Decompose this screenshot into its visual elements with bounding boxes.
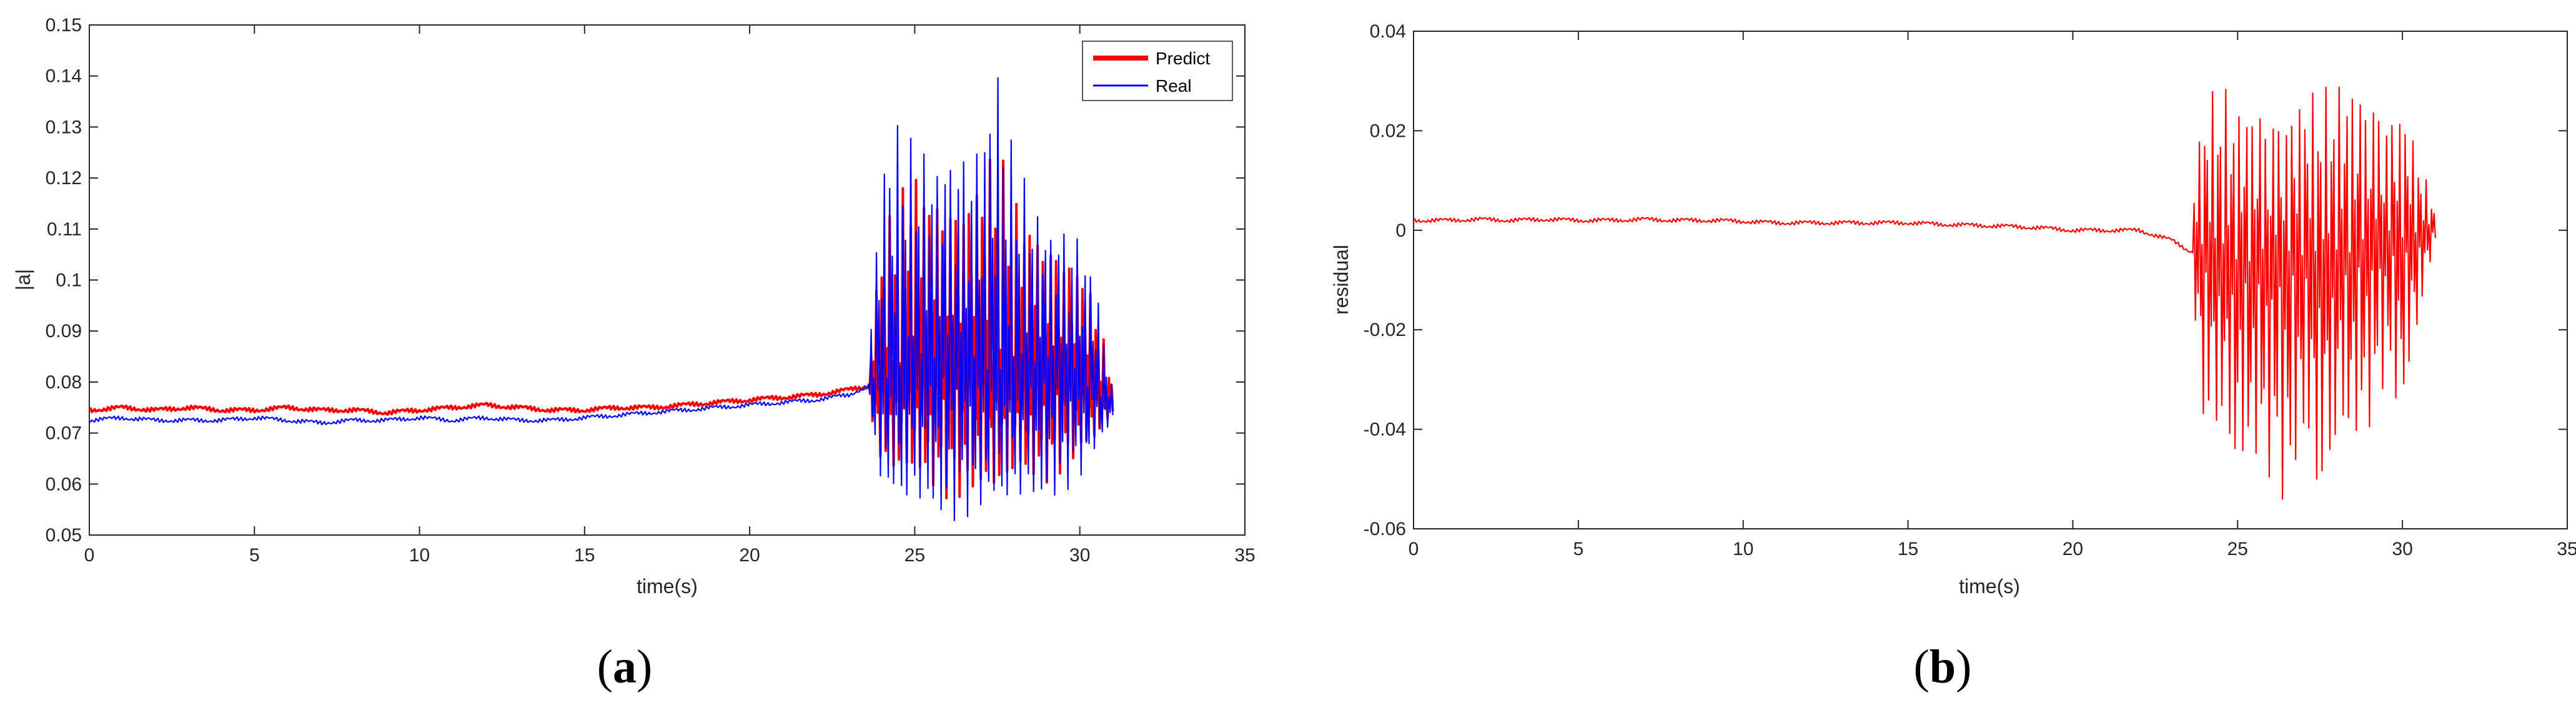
legend-label-real: Real [1156, 76, 1192, 96]
plot-area-a [89, 24, 1246, 536]
panel-label-b-letter: b [1930, 641, 1956, 693]
x-tick-label-b: 25 [2227, 539, 2248, 559]
x-axis-title-b: time(s) [1959, 575, 2020, 597]
y-tick-label-a: 0.12 [46, 168, 82, 189]
y-tick-label-b: -0.02 [1364, 320, 1406, 340]
legend-box-a [1082, 41, 1233, 101]
chart-a: 0 5 10 15 20 25 30 35 0.05 0.06 0.07 0.08 0.09 0.1 0.1… [12, 15, 1256, 597]
x-tick-label-a: 20 [739, 545, 760, 566]
y-tick-label-a: 0.11 [47, 219, 82, 240]
y-tick-label-a: 0.13 [46, 117, 82, 137]
legend-label-predict: Predict [1156, 49, 1210, 68]
series-layer-a [88, 77, 1114, 521]
y-axis-title-a: |a| [12, 269, 34, 290]
y-tick-label-b: 0.02 [1370, 120, 1406, 141]
y-tick-label-a: 0.06 [46, 474, 82, 494]
axes-layer-a: 0 5 10 15 20 25 30 35 0.05 0.06 0.07 0.08 0.09 0.1 0.1… [46, 15, 1256, 566]
x-tick-label-a: 0 [84, 545, 95, 566]
y-tick-label-b: 0.04 [1370, 21, 1406, 42]
panel-label-a-letter: a [613, 641, 637, 693]
x-axis-title-a: time(s) [637, 575, 698, 597]
series-line-b-residual [1413, 86, 2436, 500]
y-tick-label-b: 0 [1395, 220, 1406, 241]
x-tick-label-a: 35 [1234, 545, 1255, 566]
y-tick-label-a: 0.07 [46, 423, 82, 444]
x-tick-label-a: 15 [574, 545, 595, 566]
x-tick-label-b: 0 [1409, 539, 1419, 559]
chart-b: 0 5 10 15 20 25 30 35 -0.06 -0.04 -0.02 0 0.02 0.04 t… [1330, 21, 2576, 597]
series-layer-b [1413, 86, 2436, 500]
panel-label-b-open: ( [1914, 641, 1930, 693]
x-tick-label-b: 30 [2392, 539, 2412, 559]
y-tick-label-b: -0.06 [1364, 519, 1406, 539]
x-tick-label-a: 30 [1069, 545, 1090, 566]
x-tick-label-a: 10 [409, 545, 430, 566]
panel-label-b-close: ) [1956, 641, 1971, 693]
x-tick-label-a: 25 [904, 545, 925, 566]
panel-label-a-open: ( [597, 641, 613, 693]
legend-a: Predict Real [1082, 41, 1233, 101]
y-tick-label-a: 0.14 [46, 66, 82, 87]
x-tick-label-b: 35 [2557, 539, 2576, 559]
axes-layer-b: 0 5 10 15 20 25 30 35 -0.06 -0.04 -0.02 0 0.02 0.04 [1364, 21, 2576, 559]
x-tick-label-b: 10 [1733, 539, 1753, 559]
y-tick-label-b: -0.04 [1364, 420, 1406, 440]
y-tick-label-a: 0.15 [46, 15, 82, 36]
x-tick-label-a: 5 [249, 545, 260, 566]
y-tick-label-a: 0.05 [46, 525, 82, 546]
y-tick-label-a: 0.1 [56, 270, 82, 291]
x-tick-label-b: 5 [1573, 539, 1584, 559]
panel-label-a: (a) [597, 641, 653, 693]
x-tick-label-b: 20 [2063, 539, 2083, 559]
series-line-a-real [89, 77, 1114, 521]
x-tick-label-b: 15 [1898, 539, 1918, 559]
panel-label-b: (b) [1914, 641, 1972, 693]
y-axis-title-b: residual [1330, 245, 1352, 315]
panel-label-a-close: ) [637, 641, 652, 693]
y-tick-label-a: 0.08 [46, 372, 82, 393]
y-tick-label-a: 0.09 [46, 321, 82, 342]
plot-area-b [1413, 31, 2568, 529]
